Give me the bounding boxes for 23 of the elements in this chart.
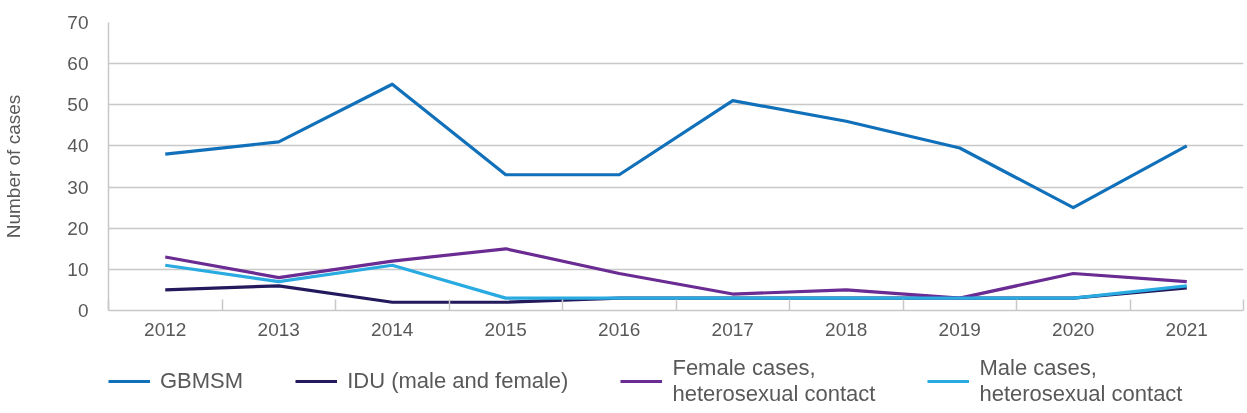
x-tick-label: 2020 bbox=[1052, 318, 1095, 340]
x-tick-label: 2021 bbox=[1165, 318, 1208, 340]
x-tick-label: 2016 bbox=[598, 318, 641, 340]
x-tick-label: 2015 bbox=[484, 318, 527, 340]
x-tick-label: 2014 bbox=[371, 318, 414, 340]
legend-label: Male cases, heterosexual contact bbox=[979, 355, 1183, 407]
legend-label: IDU (male and female) bbox=[347, 368, 569, 394]
y-tick-label: 60 bbox=[67, 53, 89, 75]
y-axis-title: Number of cases bbox=[3, 94, 25, 239]
y-tick-label: 70 bbox=[67, 12, 89, 33]
y-tick-label: 20 bbox=[67, 217, 89, 239]
y-tick-label: 30 bbox=[67, 176, 89, 198]
y-tick-label: 40 bbox=[67, 135, 89, 157]
legend-label: GBMSM bbox=[160, 368, 244, 394]
y-tick-label: 10 bbox=[67, 258, 89, 280]
x-tick-label: 2012 bbox=[144, 318, 187, 340]
legend-label: Female cases, heterosexual contact bbox=[672, 355, 876, 407]
x-tick-label: 2019 bbox=[938, 318, 981, 340]
x-tick-label: 2018 bbox=[825, 318, 868, 340]
y-tick-label: 50 bbox=[67, 94, 89, 116]
x-tick-label: 2017 bbox=[711, 318, 754, 340]
y-tick-label: 0 bbox=[77, 300, 89, 321]
x-tick-label: 2013 bbox=[257, 318, 300, 340]
